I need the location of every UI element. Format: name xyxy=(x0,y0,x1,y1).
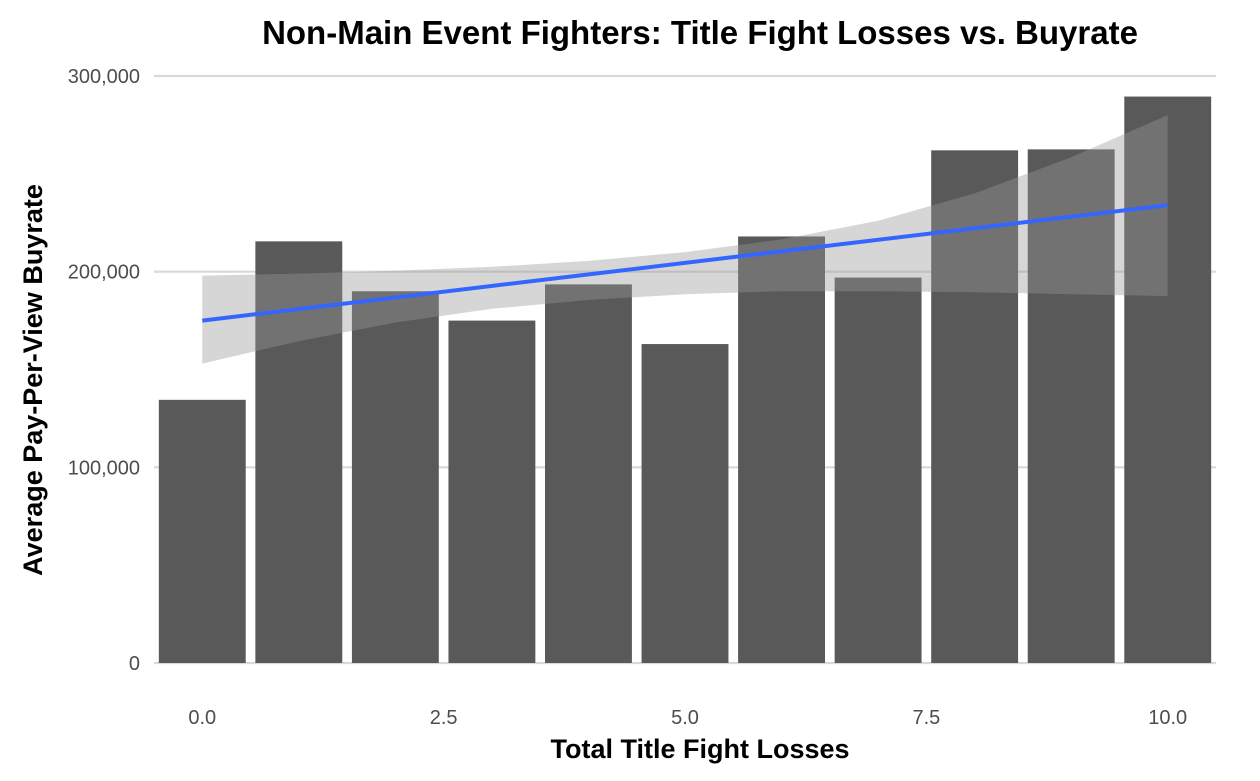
bar xyxy=(158,399,246,663)
bar xyxy=(641,344,729,663)
bar xyxy=(448,320,536,663)
bar xyxy=(545,284,632,663)
bar xyxy=(1027,149,1115,663)
y-axis-title: Average Pay-Per-View Buyrate xyxy=(18,184,48,576)
trend-line xyxy=(202,203,1168,323)
x-axis-ticks: 0.0 2.5 5.0 7.5 10.0 xyxy=(188,707,1187,729)
bar xyxy=(834,277,922,663)
confidence-band xyxy=(202,115,1168,364)
y-tick-label: 300,000 xyxy=(68,66,140,88)
bar xyxy=(351,291,439,663)
x-tick-label: 0.0 xyxy=(188,707,216,729)
y-tick-label: 100,000 xyxy=(68,457,140,479)
x-tick-label: 2.5 xyxy=(430,707,458,729)
trend-line-group xyxy=(202,203,1168,323)
x-tick-label: 7.5 xyxy=(912,707,940,729)
x-axis-title: Total Title Fight Losses xyxy=(550,734,849,764)
x-tick-label: 5.0 xyxy=(671,707,699,729)
chart-title: Non-Main Event Fighters: Title Fight Los… xyxy=(262,14,1138,51)
y-tick-label: 200,000 xyxy=(68,262,140,284)
x-tick-label: 10.0 xyxy=(1148,707,1187,729)
bars xyxy=(158,96,1212,664)
confidence-band-area xyxy=(202,115,1168,364)
y-tick-label: 0 xyxy=(129,653,140,675)
bar xyxy=(931,150,1019,663)
bar xyxy=(738,236,825,664)
bar xyxy=(1124,96,1212,664)
y-axis-ticks: 0 100,000 200,000 300,000 xyxy=(68,66,140,675)
